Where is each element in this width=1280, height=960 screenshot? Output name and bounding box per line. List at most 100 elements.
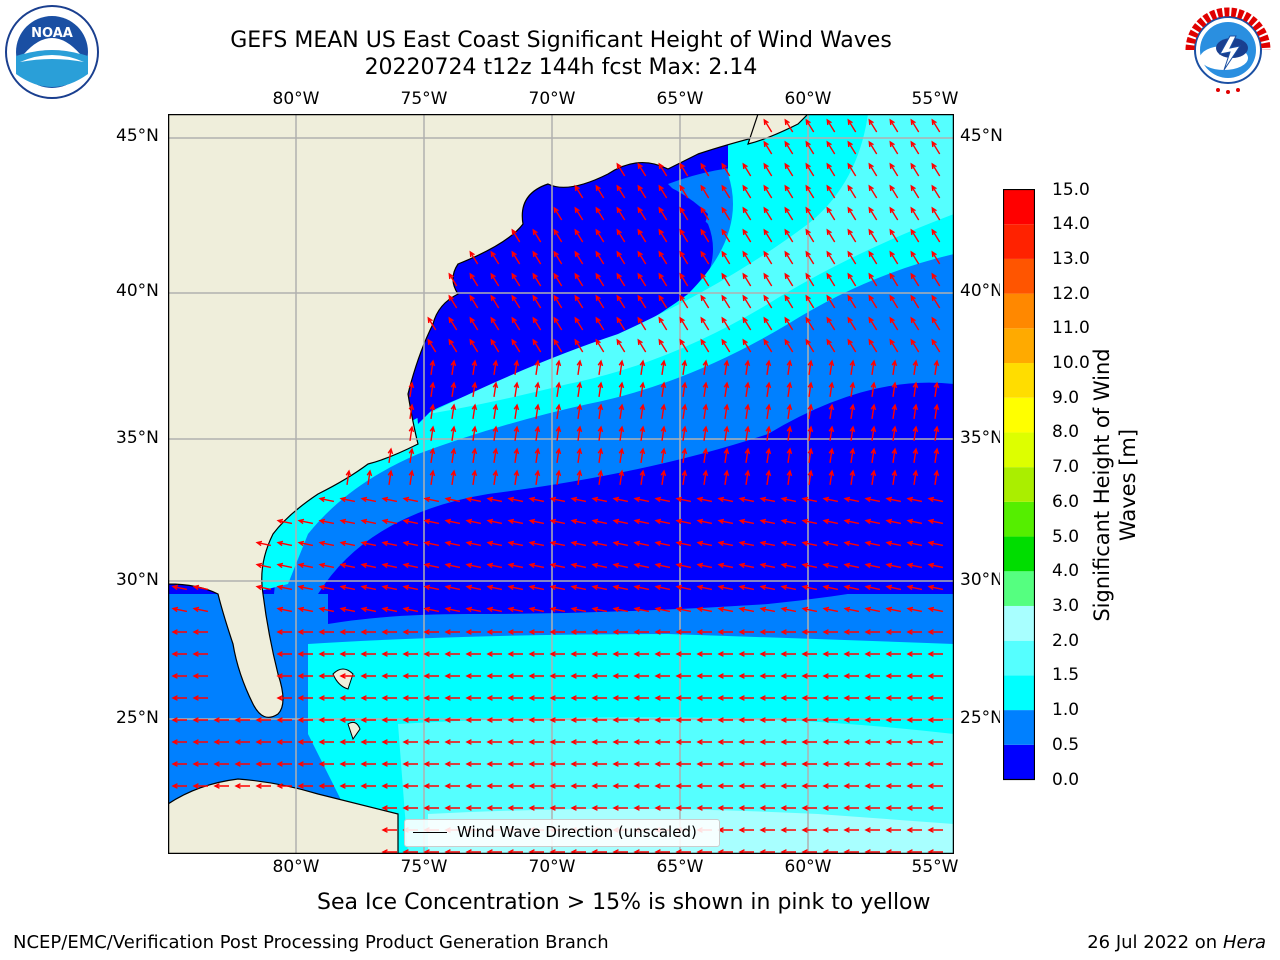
wave-direction-arrow	[805, 250, 815, 265]
wave-direction-arrow	[171, 761, 187, 767]
wave-height-map	[168, 114, 954, 854]
lat-label-right: 45°N	[960, 126, 1003, 146]
wave-direction-arrow	[381, 540, 398, 547]
wave-direction-arrow	[679, 338, 689, 353]
wave-direction-arrow	[906, 805, 922, 811]
lon-label-bottom: 55°W	[911, 857, 959, 877]
wave-direction-arrow	[318, 496, 335, 503]
wave-direction-arrow	[868, 118, 878, 133]
wave-direction-arrow	[633, 739, 649, 745]
colorbar-segment	[1004, 605, 1034, 641]
wave-direction-arrow	[528, 673, 544, 679]
wave-direction-arrow	[192, 739, 208, 745]
wave-direction-arrow	[933, 447, 940, 464]
legend-line-sample	[413, 832, 447, 833]
wave-direction-arrow	[318, 761, 334, 767]
wave-direction-arrow	[360, 562, 377, 569]
wave-direction-arrow	[721, 316, 731, 331]
wave-direction-arrow	[843, 783, 859, 789]
wave-direction-arrow	[885, 629, 901, 635]
wave-direction-arrow	[490, 250, 500, 265]
wave-direction-arrow	[828, 359, 835, 376]
wave-direction-arrow	[723, 447, 730, 464]
wave-direction-arrow	[763, 316, 773, 331]
wave-direction-arrow	[763, 140, 773, 155]
wave-direction-arrow	[717, 805, 733, 811]
wave-direction-arrow	[696, 496, 713, 503]
wave-direction-arrow	[402, 651, 418, 657]
wave-direction-arrow	[444, 695, 460, 701]
wave-direction-arrow	[780, 761, 796, 767]
wave-direction-arrow	[511, 316, 521, 331]
wave-direction-arrow	[681, 447, 688, 464]
lat-label-left: 25°N	[116, 708, 159, 728]
wave-direction-arrow	[465, 629, 481, 635]
wave-direction-arrow	[490, 294, 500, 309]
wave-direction-arrow	[885, 761, 901, 767]
wave-direction-arrow	[471, 403, 478, 420]
wave-direction-arrow	[805, 140, 815, 155]
wave-direction-arrow	[297, 739, 313, 745]
wave-direction-arrow	[744, 359, 751, 376]
wave-direction-arrow	[927, 629, 943, 635]
wave-direction-arrow	[469, 272, 479, 287]
wave-direction-arrow	[612, 629, 628, 635]
wave-direction-arrow	[849, 381, 856, 398]
wave-direction-arrow	[507, 805, 523, 811]
wave-direction-arrow	[696, 606, 713, 613]
wave-direction-arrow	[591, 629, 607, 635]
wave-direction-arrow	[780, 606, 797, 613]
wave-direction-arrow	[570, 540, 587, 547]
wave-direction-arrow	[889, 272, 899, 287]
wave-direction-arrow	[927, 518, 944, 525]
wave-direction-arrow	[549, 673, 565, 679]
wave-direction-arrow	[528, 717, 544, 723]
wave-direction-arrow	[826, 250, 836, 265]
wave-direction-arrow	[339, 540, 356, 547]
wave-direction-arrow	[423, 761, 439, 767]
wave-direction-arrow	[511, 338, 521, 353]
wave-direction-arrow	[681, 425, 688, 442]
wave-direction-arrow	[822, 805, 838, 811]
wave-direction-arrow	[675, 739, 691, 745]
wave-direction-arrow	[759, 695, 775, 701]
wave-direction-arrow	[864, 651, 880, 657]
wave-direction-arrow	[633, 695, 649, 701]
wave-direction-arrow	[612, 562, 629, 569]
wave-direction-arrow	[847, 250, 857, 265]
wave-direction-arrow	[738, 739, 754, 745]
wave-direction-arrow	[843, 761, 859, 767]
wave-direction-arrow	[318, 518, 335, 525]
wave-direction-arrow	[654, 584, 671, 591]
wave-direction-arrow	[723, 381, 730, 398]
wave-direction-arrow	[906, 717, 922, 723]
wave-direction-arrow	[255, 540, 272, 547]
wave-direction-arrow	[931, 140, 941, 155]
wave-direction-arrow	[780, 651, 796, 657]
wave-direction-arrow	[528, 606, 545, 613]
wave-direction-arrow	[702, 469, 709, 486]
wave-direction-arrow	[318, 717, 334, 723]
wave-direction-arrow	[444, 739, 460, 745]
wave-direction-arrow	[723, 359, 730, 376]
wave-direction-arrow	[576, 381, 583, 398]
wave-direction-arrow	[910, 316, 920, 331]
wave-direction-arrow	[171, 717, 187, 723]
wave-direction-arrow	[927, 606, 944, 613]
wave-direction-arrow	[765, 447, 772, 464]
wave-direction-arrow	[675, 562, 692, 569]
wave-direction-arrow	[192, 629, 208, 635]
wave-direction-arrow	[822, 717, 838, 723]
wave-direction-arrow	[721, 206, 731, 221]
wave-direction-arrow	[864, 629, 880, 635]
wave-direction-arrow	[933, 425, 940, 442]
wave-direction-arrow	[637, 250, 647, 265]
wave-direction-arrow	[700, 250, 710, 265]
wave-direction-arrow	[507, 629, 523, 635]
lon-label-bottom: 80°W	[272, 857, 320, 877]
wave-direction-arrow	[654, 496, 671, 503]
wave-direction-arrow	[492, 447, 499, 464]
wave-direction-arrow	[255, 761, 271, 767]
wave-direction-arrow	[864, 562, 881, 569]
wave-direction-arrow	[885, 562, 902, 569]
